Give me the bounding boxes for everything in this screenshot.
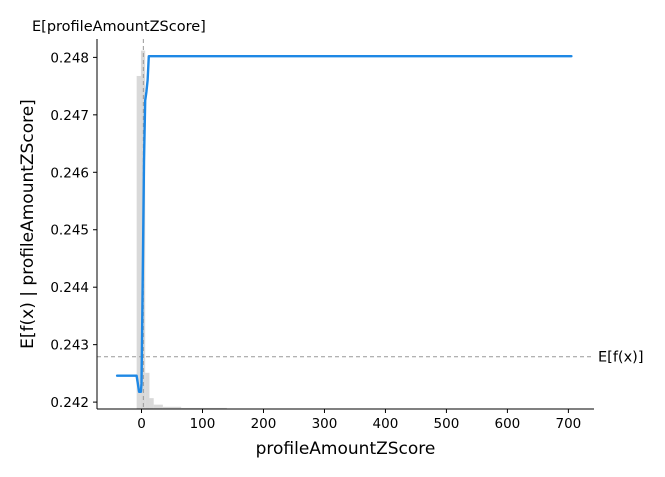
x-tick-label: 700 [555,416,581,432]
histogram-bar [162,406,182,409]
x-tick-label: 200 [251,416,277,432]
y-tick-label: 0.247 [50,108,89,124]
y-tick-label: 0.246 [50,165,89,181]
y-axis-label: E[f(x) | profileAmountZScore] [18,99,38,349]
axes [93,39,594,413]
histogram [136,50,227,410]
histogram-bar [181,407,227,409]
histogram-bar [145,372,150,409]
x-tick-label: 600 [495,416,521,432]
y-tick-label: 0.243 [50,338,89,354]
tick-labels: 0 100 200 300 400 500 600 700 0.242 0.243 0.244 0.2… [50,50,581,432]
series-lines [115,55,573,393]
x-tick-label: 500 [434,416,460,432]
y-tick-label: 0.245 [50,223,89,239]
y-tick-label: 0.242 [50,395,89,411]
x-axis-label: profileAmountZScore [256,439,436,459]
x-tick-label: 100 [190,416,216,432]
y-tick-label: 0.248 [50,50,89,66]
expected-value-label: E[f(x)] [598,350,643,366]
x-tick-label: 300 [312,416,338,432]
x-tick-label: 400 [373,416,399,432]
x-tick-label: 0 [137,416,146,432]
expected-feature-label: E[profileAmountZScore] [32,19,206,35]
y-tick-label: 0.244 [50,280,89,296]
reference-lines [97,39,594,409]
histogram-bar [136,75,141,410]
series-line [115,55,573,393]
histogram-bar [153,404,163,409]
histogram-bar [149,398,154,409]
